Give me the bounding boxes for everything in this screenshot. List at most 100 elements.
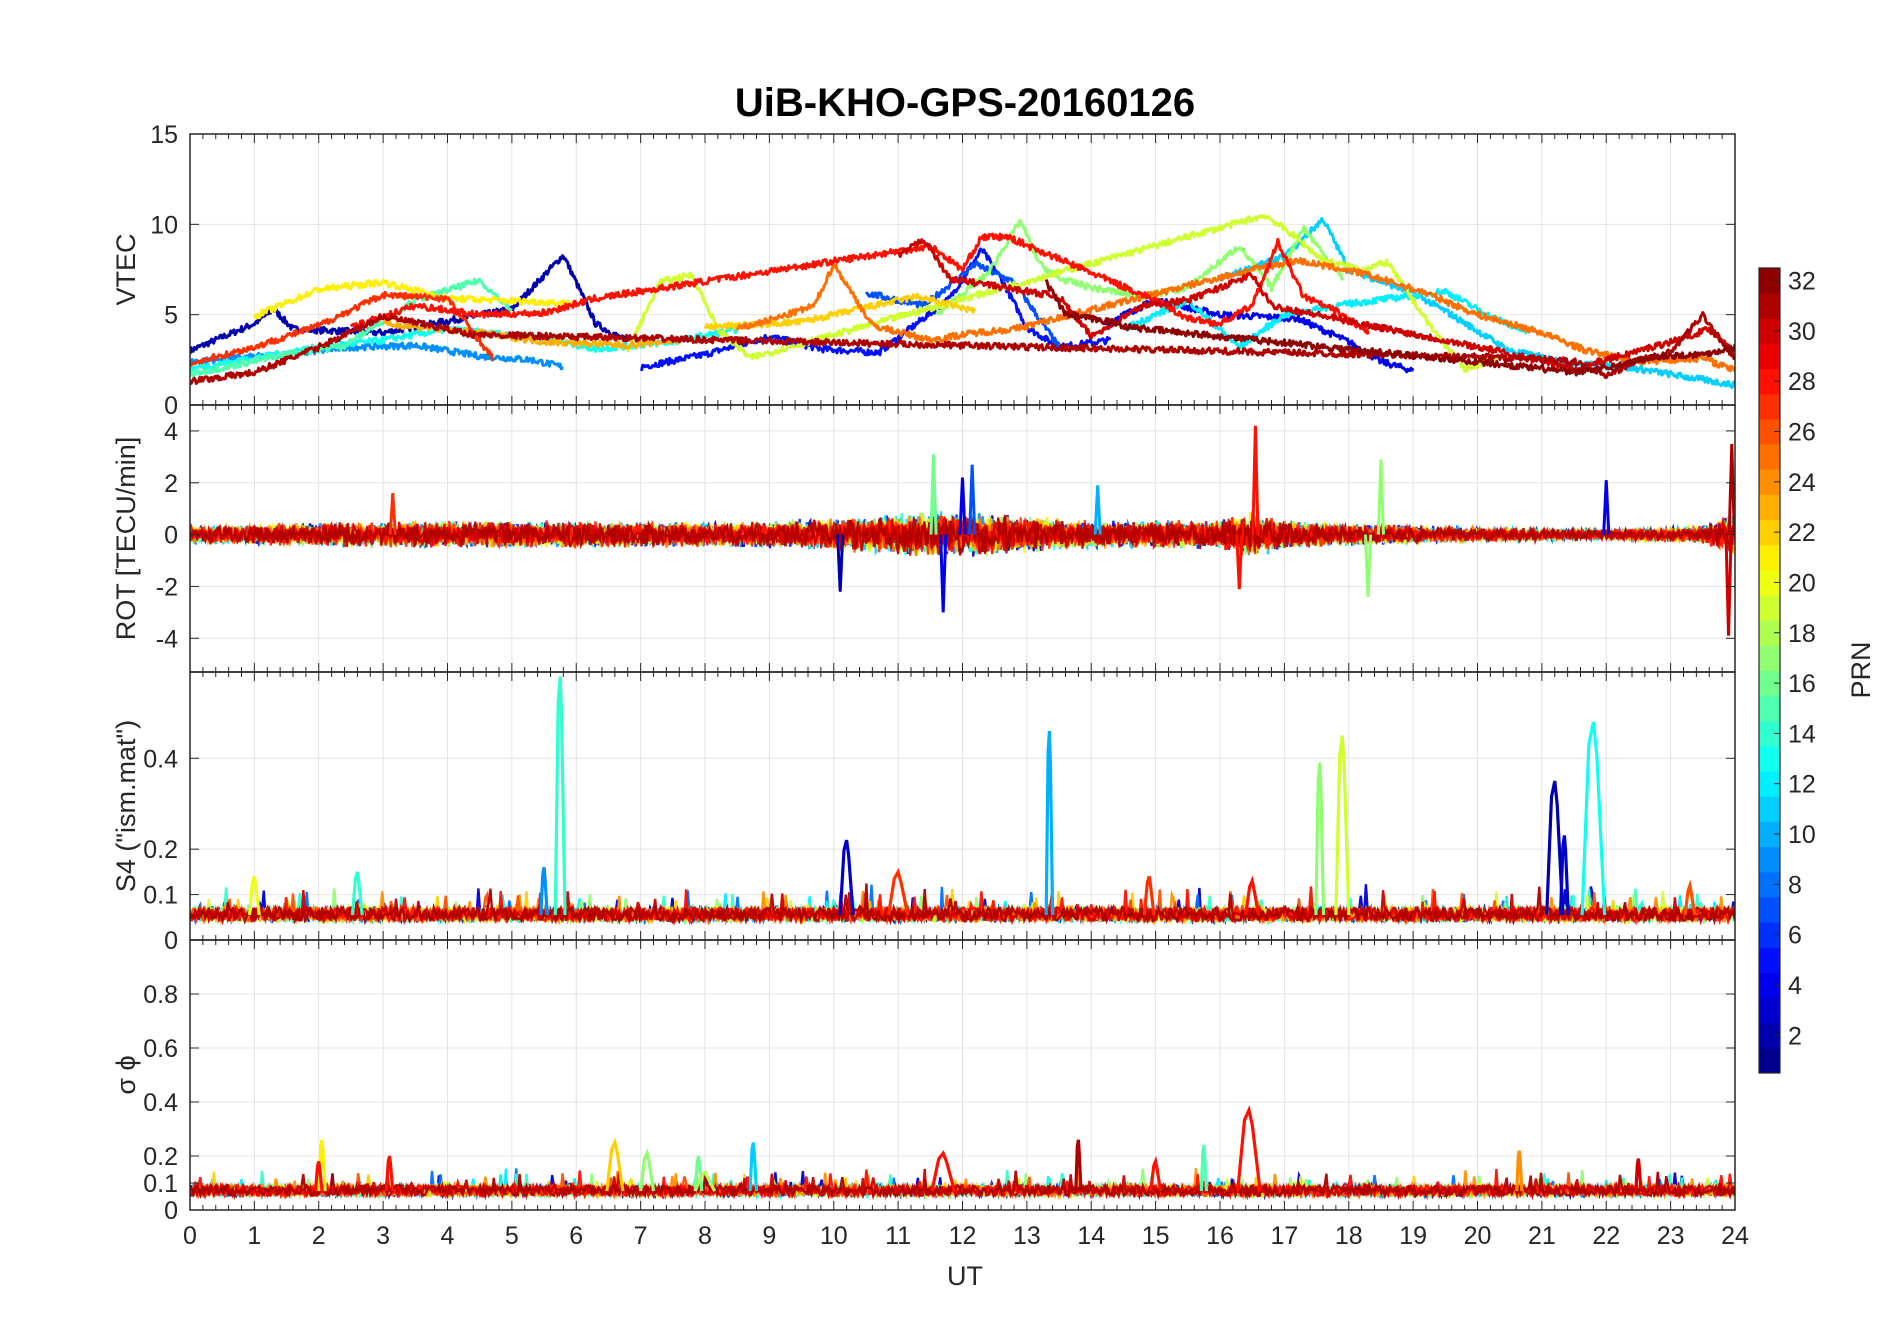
y-tick-label: 0.2 xyxy=(143,1143,178,1171)
y-tick-label: 0.1 xyxy=(143,1170,178,1198)
colorbar-step xyxy=(1759,343,1780,370)
sigma_phi-spike-prn-15 xyxy=(1199,1144,1209,1192)
sigma_phi-line-prn-31 xyxy=(190,1170,1735,1201)
colorbar-step xyxy=(1759,745,1780,772)
x-tick-label: 22 xyxy=(1592,1222,1620,1250)
sigma_phi-spike-prn-17 xyxy=(639,1148,656,1192)
rot-spike-prn-31 xyxy=(1727,443,1735,535)
colorbar-tick-label: 12 xyxy=(1788,771,1816,799)
s4-spike-prn-2 xyxy=(1545,780,1565,916)
y-tick-label: 4 xyxy=(164,418,178,446)
vtec-line-prn-7 xyxy=(864,260,1061,348)
rot-spike-prn-27 xyxy=(388,493,397,535)
x-tick-label: 19 xyxy=(1399,1222,1427,1250)
rot-spike-prn-28 xyxy=(1251,425,1260,535)
sigma_phi-spike-prn-22 xyxy=(605,1137,625,1192)
colorbar-step xyxy=(1759,771,1780,797)
x-tick-label: 5 xyxy=(505,1222,519,1250)
s4-spike-prn-20 xyxy=(247,875,261,916)
colorbar-tick-label: 20 xyxy=(1788,569,1816,597)
rot-spike-prn-28 xyxy=(1235,534,1244,590)
colorbar-tick-label: 30 xyxy=(1788,318,1816,346)
s4-spike-prn-27 xyxy=(886,867,910,916)
ticks-sigma_phi xyxy=(189,940,1736,1211)
colorbar-step xyxy=(1759,695,1780,722)
y-tick-label: 0 xyxy=(164,522,178,550)
colorbar-tick-label: 10 xyxy=(1788,821,1816,849)
x-tick-label: 16 xyxy=(1206,1222,1234,1250)
s4-spike-prn-3 xyxy=(838,839,855,916)
x-tick-label: 0 xyxy=(183,1222,197,1250)
colorbar-step xyxy=(1759,318,1780,344)
y-tick-label: 15 xyxy=(150,121,178,149)
colorbar-step xyxy=(1759,796,1780,822)
s4-spike-prn-27 xyxy=(1142,875,1156,916)
x-tick-label: 2 xyxy=(312,1222,326,1250)
colorbar-step xyxy=(1759,268,1780,294)
colorbar-step xyxy=(1759,595,1780,621)
colorbar-tick-label: 26 xyxy=(1788,419,1816,447)
chart-title: UiB-KHO-GPS-20160126 xyxy=(735,81,1195,125)
y-axis-label-s4: S4 ("ism.mat") xyxy=(111,720,141,892)
sigma_phi-spike-prn-28 xyxy=(384,1155,395,1192)
vtec-line-prn-32 xyxy=(1044,278,1735,377)
colorbar-step xyxy=(1759,544,1780,571)
sigma_phi-spike-prn-24 xyxy=(1515,1150,1524,1192)
colorbar-step xyxy=(1759,293,1780,319)
y-tick-label: 0.1 xyxy=(143,882,178,910)
y-axis-label-rot: ROT [TECU/min] xyxy=(111,437,141,641)
vtec-line-prn-25 xyxy=(735,257,1735,373)
s4-line-prn-31 xyxy=(190,883,1735,926)
colorbar-tick-label: 24 xyxy=(1788,469,1816,497)
vtec-line-prn-27 xyxy=(190,290,495,367)
sigma_phi-spike-prn-18 xyxy=(693,1169,717,1192)
x-tick-label: 8 xyxy=(698,1222,712,1250)
s4-spike-prn-13 xyxy=(1580,721,1607,916)
y-tick-label: 10 xyxy=(150,211,178,239)
colorbar-step xyxy=(1759,821,1780,848)
x-tick-label: 20 xyxy=(1464,1222,1492,1250)
ticks-rot xyxy=(189,405,1736,672)
sigma_phi-line-prn-30 xyxy=(190,1168,1735,1201)
y-tick-label: 0.4 xyxy=(143,1089,178,1117)
x-tick-label: 23 xyxy=(1657,1222,1685,1250)
colorbar-tick-label: 18 xyxy=(1788,620,1816,648)
x-tick-label: 17 xyxy=(1270,1222,1298,1250)
colorbar-step xyxy=(1759,997,1780,1024)
colorbar-step xyxy=(1759,922,1780,948)
sigma_phi-spike-prn-11 xyxy=(748,1142,759,1192)
x-tick-label: 18 xyxy=(1335,1222,1363,1250)
series-group-vtec xyxy=(190,214,1735,390)
sigma_phi-spike-prn-30 xyxy=(1634,1158,1643,1192)
colorbar-step xyxy=(1759,670,1780,697)
sigma_phi-spike-prn-16 xyxy=(693,1155,704,1192)
x-axis-label: UT xyxy=(947,1261,983,1291)
s4-spike-prn-28 xyxy=(1244,875,1261,916)
y-tick-label: -4 xyxy=(156,625,178,653)
x-tick-label: 3 xyxy=(376,1222,390,1250)
ticks-s4 xyxy=(189,672,1736,941)
y-tick-label: 5 xyxy=(164,302,178,330)
x-tick-label: 7 xyxy=(634,1222,648,1250)
s4-spike-prn-17 xyxy=(1314,762,1326,916)
sigma_phi-spike-prn-28 xyxy=(1149,1155,1163,1192)
x-tick-label: 12 xyxy=(949,1222,977,1250)
rot-spike-prn-2 xyxy=(836,534,845,592)
colorbar-step xyxy=(1759,846,1780,873)
rot-spike-prn-4 xyxy=(958,477,967,535)
colorbar-tick-label: 14 xyxy=(1788,720,1816,748)
rot-spike-prn-7 xyxy=(968,464,977,535)
colorbar-step xyxy=(1759,896,1780,923)
rot-line-prn-31 xyxy=(190,514,1735,556)
x-tick-label: 4 xyxy=(441,1222,455,1250)
colorbar-step xyxy=(1759,620,1780,646)
x-tick-label: 13 xyxy=(1013,1222,1041,1250)
colorbar-frame xyxy=(1758,267,1781,1074)
grid-sigma_phi xyxy=(189,940,1736,1211)
colorbar-tick-label: 6 xyxy=(1788,922,1802,950)
s4-spike-prn-14 xyxy=(553,676,567,916)
grid-s4 xyxy=(189,672,1736,941)
